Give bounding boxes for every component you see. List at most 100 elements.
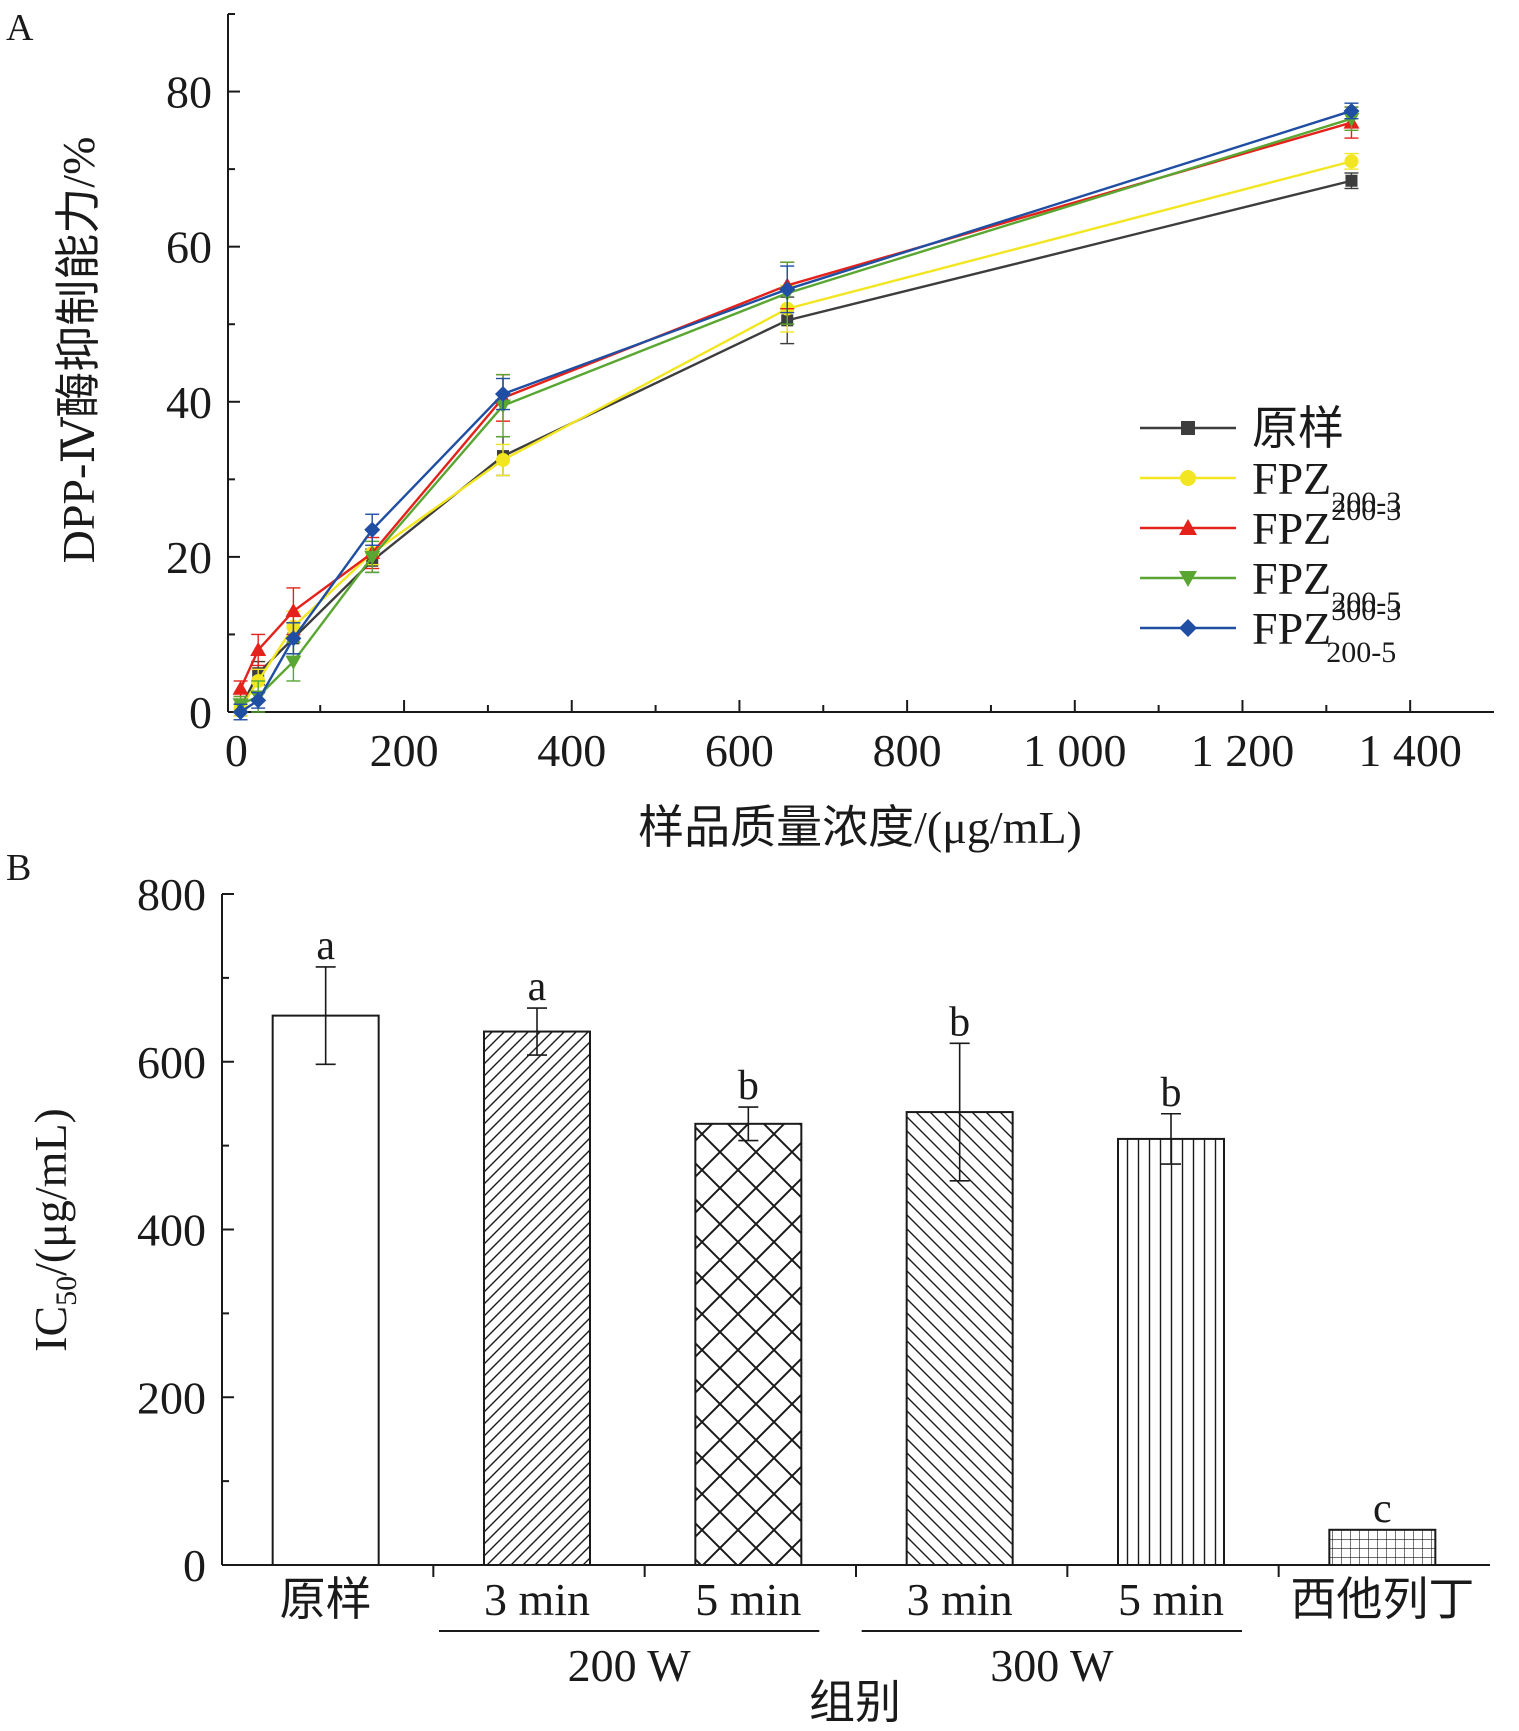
- panel-b-label: B: [6, 847, 31, 889]
- panel-b-category-labels: 原样 3 min 5 min 3 min 5 min 西他列丁 200 W 300 W: [280, 1574, 1475, 1691]
- panel-a-label: A: [6, 7, 34, 49]
- bar-rect: [905, 1111, 1014, 1566]
- panel-b-y-tick-label: 0: [183, 1540, 206, 1591]
- group-label: 200 W: [568, 1640, 692, 1691]
- category-label: 3 min: [907, 1574, 1013, 1625]
- data-point: [364, 550, 381, 565]
- legend-label-sub: 200-5: [1331, 586, 1401, 619]
- panel-b-ticks: 0 200 400 600 800: [137, 869, 1280, 1591]
- bar-2: a: [483, 964, 591, 1567]
- legend-label-main: FPZ: [1252, 603, 1331, 654]
- bar-6: c: [1328, 1486, 1437, 1566]
- legend-label: 原样: [1252, 403, 1344, 454]
- panel-a-y-tick-label: 20: [166, 532, 212, 583]
- legend-label-sub: 200-3: [1331, 486, 1401, 519]
- data-point: [779, 281, 796, 298]
- panel-a-line-chart: A 0 200 400 600 800 1 000 1 200 1 400020406080 …: [6, 7, 1494, 853]
- panel-a-x-tick-label: 1 000: [1023, 725, 1127, 776]
- bar-rect: [483, 1030, 591, 1567]
- legend-label-main: FPZ: [1252, 453, 1331, 504]
- panel-a-series: [232, 102, 1360, 721]
- data-point: [1345, 174, 1358, 187]
- panel-b-y-tick-label: 200: [137, 1372, 206, 1423]
- bar-5: b: [1117, 1070, 1225, 1567]
- legend-entry-1: 原样: [1140, 403, 1344, 454]
- legend-label: FPZ300-3 200-5: [1252, 594, 1401, 669]
- panel-a-series-3: [232, 106, 1360, 698]
- panel-a-x-tick-label: 600: [705, 725, 774, 776]
- panel-a-y-tick-label: 60: [166, 222, 212, 273]
- data-point: [494, 386, 511, 403]
- panel-a-x-tick-label: 200: [370, 725, 439, 776]
- legend-label-sup: 300-3: [1331, 594, 1401, 627]
- legend-swatch-marker: [1179, 571, 1197, 587]
- data-point: [285, 603, 302, 618]
- panel-b-y-tick-label: 400: [137, 1205, 206, 1256]
- panel-b-y-axis-title-main: IC: [25, 1306, 76, 1352]
- significance-letter: a: [316, 923, 335, 969]
- legend-swatch-marker: [1179, 519, 1197, 535]
- significance-letter: b: [738, 1063, 759, 1109]
- panel-a-y-tick-label: 80: [166, 67, 212, 118]
- legend-swatch-marker: [1181, 421, 1195, 435]
- category-label: 5 min: [1118, 1574, 1224, 1625]
- significance-letter: b: [949, 999, 970, 1045]
- data-point: [232, 704, 249, 720]
- bar-rect: [1328, 1528, 1437, 1566]
- category-label: 原样: [280, 1574, 372, 1625]
- data-point: [250, 692, 267, 709]
- significance-letter: c: [1373, 1486, 1392, 1532]
- legend-entry-5: FPZ300-3 200-5: [1140, 594, 1401, 669]
- category-label: 5 min: [695, 1574, 801, 1625]
- legend-label-sub: 200-5: [1326, 636, 1396, 669]
- panel-a-x-tick-label: 1 200: [1191, 725, 1295, 776]
- data-point: [285, 655, 302, 670]
- panel-b-y-tick-label: 600: [137, 1037, 206, 1088]
- legend-label-sup: 200-3: [1331, 494, 1401, 527]
- bar-4: b: [905, 999, 1014, 1566]
- panel-b-bars: a a b b b c: [271, 923, 1437, 1567]
- data-point: [285, 630, 302, 647]
- panel-a-x-tick-label: 1 400: [1358, 725, 1462, 776]
- legend-label: FPZ200-3: [1252, 494, 1401, 554]
- panel-b-x-axis-title: 组别: [809, 1677, 901, 1728]
- panel-a-series-5: [232, 102, 1360, 721]
- category-label: 3 min: [484, 1574, 590, 1625]
- panel-b-axes: [221, 894, 1490, 1566]
- panel-a-y-tick-label: 40: [166, 377, 212, 428]
- panel-b-y-axis-title: IC50/(μg/mL): [25, 1108, 83, 1352]
- bar-1: a: [271, 923, 380, 1566]
- bar-rect: [271, 1014, 380, 1566]
- legend-label-main: 原样: [1252, 403, 1344, 454]
- group-label: 300 W: [990, 1640, 1114, 1691]
- bar-rect: [1117, 1137, 1225, 1567]
- panel-a-x-tick-label: 800: [873, 725, 942, 776]
- data-point: [232, 680, 249, 695]
- legend-entry-4: FPZ200-5: [1140, 553, 1401, 619]
- panel-b-y-tick-label: 800: [137, 869, 206, 920]
- series-line: [240, 117, 1352, 706]
- legend-swatch-marker: [1180, 470, 1196, 486]
- panel-a-y-tick-label: 0: [189, 687, 212, 738]
- bar-3: b: [694, 1063, 803, 1566]
- panel-a-x-tick-label: 0: [225, 725, 248, 776]
- legend-label: FPZ200-3: [1252, 453, 1401, 519]
- data-point: [1343, 102, 1360, 119]
- legend-label: FPZ200-5: [1252, 553, 1401, 619]
- data-point: [364, 521, 381, 538]
- significance-letter: a: [528, 964, 547, 1010]
- bar-rect: [694, 1122, 803, 1566]
- data-point: [1343, 112, 1360, 127]
- legend-label-main: FPZ: [1252, 503, 1331, 554]
- legend-entry-2: FPZ200-3: [1140, 453, 1401, 519]
- panel-a-x-axis-title: 样品质量浓度/(μg/mL): [638, 802, 1082, 853]
- panel-b-bar-chart: B 0 200 400 600 800 a a b b b c 原样 3 min 5 min 3 min…: [6, 847, 1490, 1728]
- panel-a-y-axis-title: DPP-Ⅳ酶抑制能力/%: [53, 137, 104, 564]
- data-point: [1344, 154, 1359, 169]
- panel-a-x-tick-label: 400: [537, 725, 606, 776]
- panel-b-y-axis-title-rest: /(μg/mL): [25, 1108, 76, 1276]
- series-line: [239, 121, 1352, 690]
- data-point: [250, 641, 267, 656]
- significance-letter: b: [1161, 1070, 1182, 1116]
